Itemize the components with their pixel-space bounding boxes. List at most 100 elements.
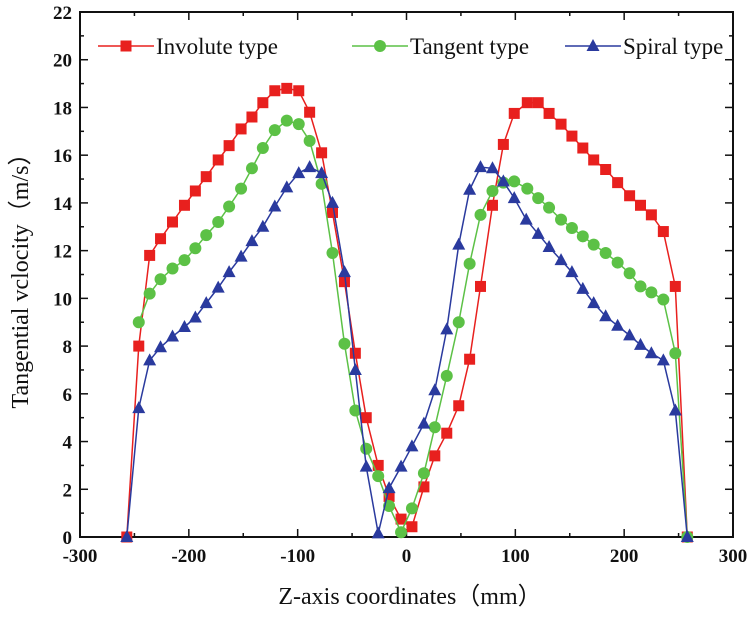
data-point-square [326, 206, 338, 218]
data-point-square [600, 164, 612, 175]
y-tick-label: 2 [63, 480, 73, 501]
data-point-circle [543, 201, 556, 214]
data-point-square [566, 130, 578, 142]
data-point-circle [360, 442, 373, 455]
y-tick-label: 16 [53, 146, 72, 167]
series-line [126, 166, 689, 538]
data-point-triangle [405, 439, 419, 452]
data-point-triangle [463, 182, 477, 195]
data-point-circle [428, 421, 441, 434]
data-point-triangle [154, 340, 168, 353]
x-tick-label: 300 [719, 546, 748, 567]
data-point-triangle [359, 459, 373, 472]
data-point-circle [555, 213, 568, 226]
data-point-triangle [211, 280, 225, 293]
data-point-circle [599, 247, 612, 260]
series-line [138, 119, 689, 538]
data-point-triangle [394, 459, 408, 472]
data-point-square [167, 216, 179, 228]
data-point-square [508, 107, 520, 119]
data-point-square [155, 233, 167, 245]
data-point-square [634, 199, 646, 211]
data-point-triangle [188, 310, 202, 323]
data-point-circle [645, 286, 658, 299]
data-point-triangle [656, 353, 670, 366]
data-point-triangle [452, 237, 466, 250]
legend-label: Spiral type [623, 34, 723, 59]
data-point-square [133, 340, 145, 352]
data-point-triangle [680, 530, 694, 542]
data-point-triangle [587, 296, 601, 309]
data-point-square [406, 521, 418, 533]
data-point-circle [212, 216, 225, 228]
data-point-square [577, 142, 589, 154]
data-point-triangle [485, 161, 499, 174]
data-point-circle [292, 118, 305, 131]
data-point-triangle [668, 403, 682, 416]
data-point-circle [532, 192, 545, 205]
data-point-circle [395, 526, 408, 539]
data-point-circle [326, 247, 339, 260]
data-point-triangle [337, 265, 351, 278]
data-point-triangle [474, 160, 488, 173]
data-point-circle [245, 162, 258, 175]
data-point-triangle [177, 320, 191, 332]
data-point-circle [178, 254, 191, 267]
data-point-triangle [519, 212, 533, 225]
data-point-square [418, 481, 430, 493]
data-point-triangle [143, 353, 157, 366]
y-axis-label: Tangential vclocity（m/s） [8, 142, 34, 409]
data-point-triangle [166, 329, 180, 342]
data-point-circle [132, 316, 145, 329]
data-point-square [304, 106, 316, 118]
data-point-triangle [303, 160, 317, 173]
data-point-square [189, 185, 201, 197]
data-point-circle [349, 404, 362, 417]
data-point-circle [623, 267, 636, 280]
data-point-triangle [428, 383, 442, 396]
data-point-square [645, 209, 657, 221]
data-point-triangle [120, 530, 134, 542]
data-point-square [360, 412, 372, 424]
data-point-circle [256, 142, 269, 155]
data-point-square [383, 490, 395, 502]
data-point-triangle [599, 309, 613, 322]
data-point-triangle [132, 401, 146, 414]
data-point-circle [372, 470, 385, 483]
data-point-square [349, 347, 361, 359]
data-point-triangle [256, 219, 270, 232]
legend-marker-circle [374, 40, 386, 52]
x-axis-label: Z-axis coordinates（mm） [278, 584, 541, 610]
y-tick-label: 0 [63, 528, 73, 549]
y-tick-label: 4 [63, 433, 73, 454]
data-point-circle [611, 256, 624, 269]
data-point-circle [303, 134, 316, 147]
data-point-triangle [292, 166, 306, 179]
y-tick-label: 8 [63, 337, 73, 358]
data-point-circle [565, 221, 578, 234]
data-point-square [497, 138, 509, 150]
data-point-square [441, 427, 453, 439]
data-point-triangle [222, 265, 236, 278]
data-point-triangle [611, 318, 625, 331]
legend-item: Spiral type [565, 34, 723, 59]
series-group [120, 82, 694, 543]
x-tick-label: -200 [171, 546, 206, 567]
data-point-square [235, 123, 247, 135]
data-point-triangle [234, 249, 248, 262]
series-spiral-type [120, 160, 694, 542]
y-tick-labels: 0 2 4 6 8 10 12 14 16 18 20 22 [53, 3, 73, 549]
data-point-square [372, 459, 384, 471]
y-tick-label: 22 [53, 3, 72, 24]
y-tick-label: 18 [53, 98, 72, 119]
data-point-triangle [440, 322, 454, 335]
data-point-circle [154, 273, 167, 286]
data-point-circle [268, 124, 281, 137]
data-point-circle [338, 337, 351, 350]
data-point-circle [452, 316, 465, 329]
data-point-square [178, 199, 190, 211]
data-point-triangle [496, 174, 510, 187]
data-point-circle [463, 257, 476, 270]
data-point-triangle [315, 166, 329, 179]
data-point-square [588, 154, 600, 166]
